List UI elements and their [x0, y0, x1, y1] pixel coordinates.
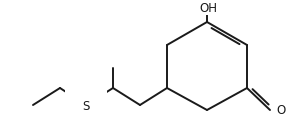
- Text: OH: OH: [199, 2, 217, 15]
- Text: O: O: [276, 104, 285, 117]
- Text: S: S: [82, 99, 90, 112]
